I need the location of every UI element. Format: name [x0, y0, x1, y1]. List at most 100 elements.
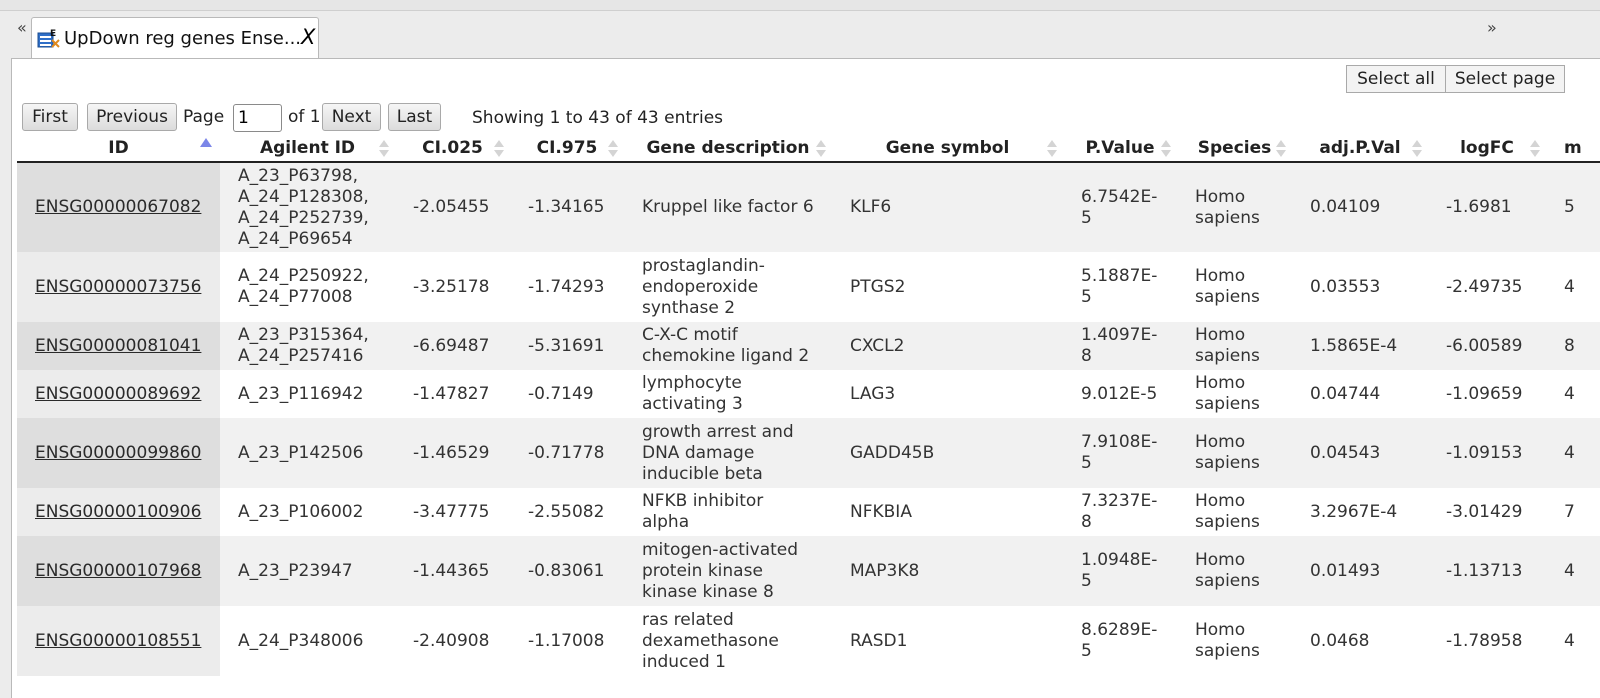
table-row[interactable]: ENSG00000081041 A_23_P315364, A_24_P2574…: [17, 322, 1600, 370]
cell-species: Homo sapiens: [1177, 370, 1292, 418]
column-header-id[interactable]: ID: [17, 135, 220, 163]
cell-logfc: -2.49735: [1428, 252, 1546, 322]
last-page-button[interactable]: Last: [388, 103, 441, 131]
cell-gene-symbol: GADD45B: [832, 418, 1063, 488]
cell-gene-symbol: MAP3K8: [832, 536, 1063, 606]
sort-ascending-icon: [200, 138, 212, 147]
cell-adj-pval: 3.2967E-4: [1292, 488, 1428, 536]
cell-agilent-id: A_23_P142506: [220, 418, 395, 488]
gene-id-link[interactable]: ENSG00000107968: [35, 560, 202, 581]
cell-ci975: -1.17008: [510, 606, 624, 676]
column-header-gene-symbol[interactable]: Gene symbol: [832, 135, 1063, 163]
tab-title: UpDown reg genes Ense...: [64, 28, 302, 49]
scroll-tabs-left-button[interactable]: «: [17, 18, 27, 37]
cell-ci025: -6.69487: [395, 322, 510, 370]
gene-id-link[interactable]: ENSG00000108551: [35, 630, 202, 651]
cell-gene-description: lymphocyte activating 3: [624, 370, 832, 418]
tab-updown-reg-genes[interactable]: E UpDown reg genes Ense... X: [31, 17, 319, 59]
previous-page-button[interactable]: Previous: [87, 103, 177, 131]
cell-pvalue: 8.6289E-5: [1063, 606, 1177, 676]
gene-id-link[interactable]: ENSG00000073756: [35, 276, 202, 297]
cell-agilent-id: A_23_P315364, A_24_P257416: [220, 322, 395, 370]
sort-icon: [1047, 140, 1057, 158]
gene-id-link[interactable]: ENSG00000099860: [35, 442, 202, 463]
cell-ci975: -0.83061: [510, 536, 624, 606]
sort-icon: [608, 140, 618, 158]
sort-icon: [1276, 140, 1286, 158]
cell-gene-symbol: NFKBIA: [832, 488, 1063, 536]
table-row[interactable]: ENSG00000089692 A_23_P116942 -1.47827 -0…: [17, 370, 1600, 418]
page-count-label: of 1: [288, 107, 321, 127]
first-page-button[interactable]: First: [22, 103, 78, 131]
next-page-button[interactable]: Next: [322, 103, 381, 131]
tab-close-icon[interactable]: X: [301, 25, 316, 49]
gene-id-link[interactable]: ENSG00000100906: [35, 501, 202, 522]
cell-ci025: -2.05455: [395, 162, 510, 252]
select-all-button[interactable]: Select all: [1346, 65, 1446, 93]
cell-adj-pval: 0.01493: [1292, 536, 1428, 606]
cell-ci025: -1.46529: [395, 418, 510, 488]
cell-id: ENSG00000099860: [17, 418, 220, 488]
table-header-row: ID Agilent ID CI.025 CI.975 Gene descrip…: [17, 135, 1600, 163]
column-header-species[interactable]: Species: [1177, 135, 1292, 163]
column-header-gene-description[interactable]: Gene description: [624, 135, 832, 163]
table-row[interactable]: ENSG00000067082 A_23_P63798, A_24_P12830…: [17, 162, 1600, 252]
column-header-logfc[interactable]: logFC: [1428, 135, 1546, 163]
column-header-pvalue[interactable]: P.Value: [1063, 135, 1177, 163]
cell-species: Homo sapiens: [1177, 488, 1292, 536]
cell-logfc: -6.00589: [1428, 322, 1546, 370]
cell-species: Homo sapiens: [1177, 322, 1292, 370]
column-header-agilent-id[interactable]: Agilent ID: [220, 135, 395, 163]
gene-id-link[interactable]: ENSG00000089692: [35, 383, 202, 404]
cell-logfc: -1.13713: [1428, 536, 1546, 606]
cell-ci975: -5.31691: [510, 322, 624, 370]
cell-m: 5: [1546, 162, 1600, 252]
cell-m: 4: [1546, 418, 1600, 488]
cell-gene-symbol: LAG3: [832, 370, 1063, 418]
cell-logfc: -1.09659: [1428, 370, 1546, 418]
cell-m: 4: [1546, 252, 1600, 322]
cell-adj-pval: 0.0468: [1292, 606, 1428, 676]
column-header-m[interactable]: m: [1546, 135, 1600, 163]
sort-icon: [816, 140, 826, 158]
entries-info: Showing 1 to 43 of 43 entries: [472, 108, 724, 128]
cell-ci975: -1.34165: [510, 162, 624, 252]
scroll-tabs-right-button[interactable]: »: [1487, 18, 1497, 37]
cell-ci975: -0.7149: [510, 370, 624, 418]
sort-icon: [494, 140, 504, 158]
cell-pvalue: 7.3237E-8: [1063, 488, 1177, 536]
cell-gene-symbol: CXCL2: [832, 322, 1063, 370]
cell-adj-pval: 0.04543: [1292, 418, 1428, 488]
cell-ci025: -1.47827: [395, 370, 510, 418]
gene-id-link[interactable]: ENSG00000081041: [35, 335, 202, 356]
cell-m: 4: [1546, 536, 1600, 606]
cell-adj-pval: 0.04109: [1292, 162, 1428, 252]
cell-id: ENSG00000107968: [17, 536, 220, 606]
table-row[interactable]: ENSG00000099860 A_23_P142506 -1.46529 -0…: [17, 418, 1600, 488]
table-row[interactable]: ENSG00000100906 A_23_P106002 -3.47775 -2…: [17, 488, 1600, 536]
cell-logfc: -1.09153: [1428, 418, 1546, 488]
cell-id: ENSG00000108551: [17, 606, 220, 676]
table-icon: E: [37, 27, 61, 51]
table-row[interactable]: ENSG00000107968 A_23_P23947 -1.44365 -0.…: [17, 536, 1600, 606]
table-row[interactable]: ENSG00000073756 A_24_P250922, A_24_P7700…: [17, 252, 1600, 322]
column-header-ci025[interactable]: CI.025: [395, 135, 510, 163]
cell-id: ENSG00000067082: [17, 162, 220, 252]
cell-gene-symbol: PTGS2: [832, 252, 1063, 322]
column-header-ci975[interactable]: CI.975: [510, 135, 624, 163]
cell-ci025: -1.44365: [395, 536, 510, 606]
select-page-button[interactable]: Select page: [1445, 65, 1565, 93]
cell-adj-pval: 0.04744: [1292, 370, 1428, 418]
sort-icon: [1530, 140, 1540, 158]
cell-adj-pval: 1.5865E-4: [1292, 322, 1428, 370]
cell-pvalue: 1.0948E-5: [1063, 536, 1177, 606]
cell-gene-description: ras related dexamethasone induced 1: [624, 606, 832, 676]
cell-m: 4: [1546, 606, 1600, 676]
gene-id-link[interactable]: ENSG00000067082: [35, 197, 202, 217]
sort-icon: [1161, 140, 1171, 158]
cell-id: ENSG00000081041: [17, 322, 220, 370]
cell-gene-description: Kruppel like factor 6: [624, 162, 832, 252]
column-header-adj-pval[interactable]: adj.P.Val: [1292, 135, 1428, 163]
page-number-input[interactable]: [233, 104, 282, 132]
table-row[interactable]: ENSG00000108551 A_24_P348006 -2.40908 -1…: [17, 606, 1600, 676]
